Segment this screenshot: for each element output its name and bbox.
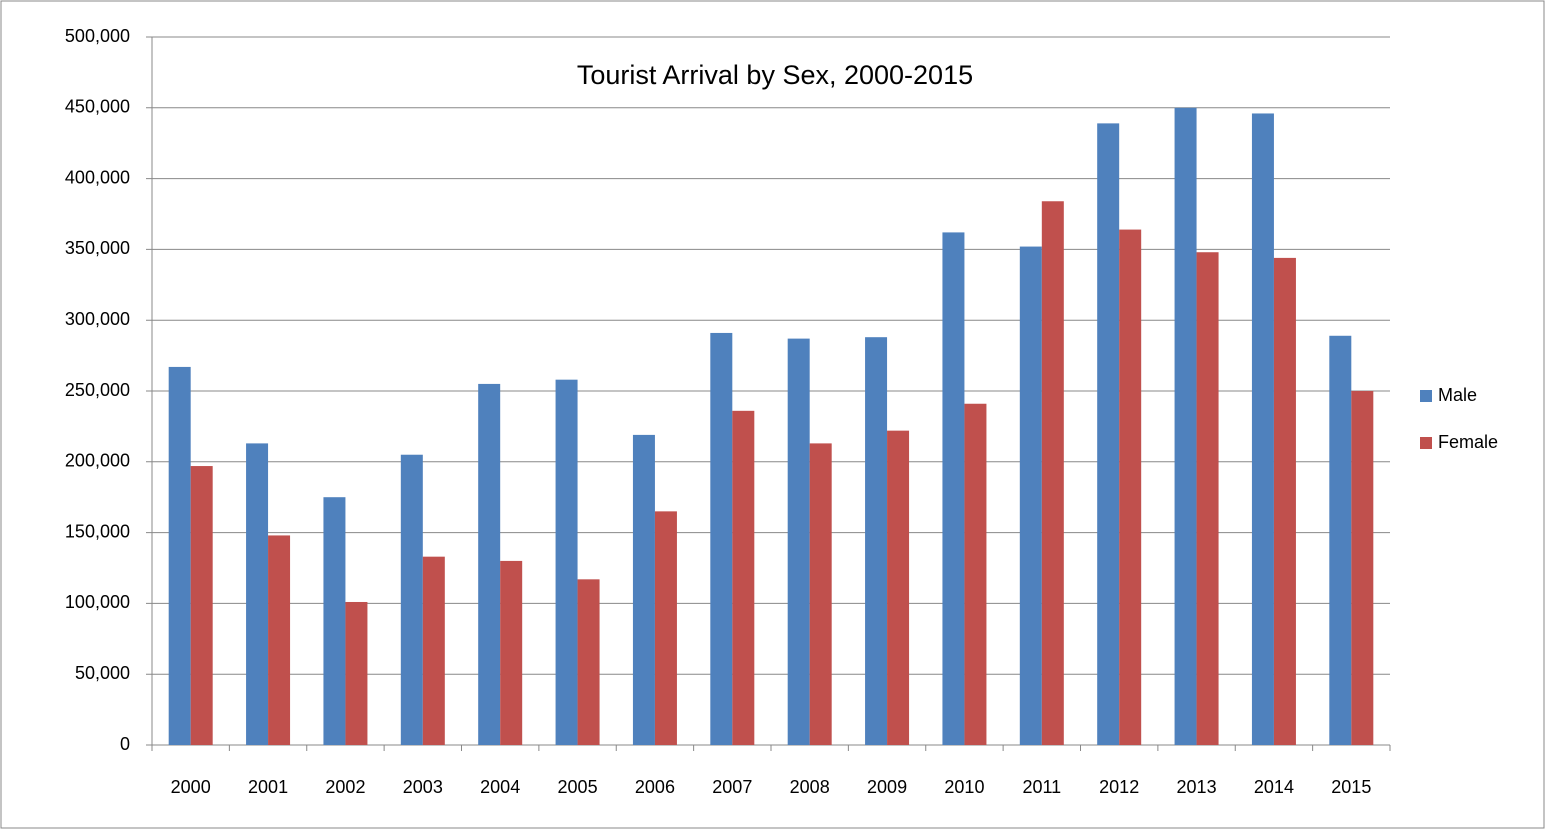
legend-swatch <box>1420 390 1432 402</box>
bar <box>632 434 655 745</box>
x-tick-label: 2013 <box>1177 777 1217 797</box>
x-tick-label: 2011 <box>1022 777 1061 797</box>
y-tick-label: 0 <box>120 734 130 754</box>
x-tick-label: 2005 <box>558 777 598 797</box>
bar <box>1097 123 1120 746</box>
y-tick-label: 50,000 <box>75 663 130 683</box>
bar <box>577 579 600 745</box>
bar <box>1196 252 1219 745</box>
bar <box>942 232 965 745</box>
bar <box>887 430 910 745</box>
bar <box>400 454 423 745</box>
bar <box>422 556 445 745</box>
bar <box>732 410 755 745</box>
bar <box>268 535 291 745</box>
bar <box>964 403 987 745</box>
bar <box>478 383 501 745</box>
bar <box>168 366 191 745</box>
legend-label: Male <box>1438 385 1477 405</box>
x-tick-label: 2014 <box>1254 777 1294 797</box>
y-tick-label: 250,000 <box>65 380 130 400</box>
x-tick-label: 2003 <box>403 777 443 797</box>
y-tick-label: 150,000 <box>65 521 130 541</box>
bar <box>500 560 523 745</box>
x-tick-label: 2009 <box>867 777 907 797</box>
bar <box>555 379 578 745</box>
legend-swatch <box>1420 437 1432 449</box>
y-tick-label: 350,000 <box>65 238 130 258</box>
x-tick-label: 2007 <box>712 777 752 797</box>
x-tick-label: 2010 <box>944 777 984 797</box>
bar <box>1329 335 1352 745</box>
bar <box>1119 229 1142 746</box>
bar <box>654 511 677 745</box>
legend-label: Female <box>1438 432 1498 452</box>
x-tick-label: 2000 <box>171 777 211 797</box>
y-tick-label: 400,000 <box>65 167 130 187</box>
x-tick-label: 2002 <box>325 777 365 797</box>
y-tick-label: 200,000 <box>65 451 130 471</box>
y-tick-label: 450,000 <box>65 97 130 117</box>
bar <box>246 443 269 745</box>
y-tick-label: 100,000 <box>65 592 130 612</box>
x-tick-label: 2015 <box>1331 777 1371 797</box>
bar <box>1041 201 1064 746</box>
x-tick-label: 2004 <box>480 777 520 797</box>
bar <box>1351 391 1374 745</box>
bar <box>1251 113 1274 746</box>
y-tick-label: 500,000 <box>65 26 130 46</box>
x-tick-label: 2001 <box>248 777 288 797</box>
bar <box>809 443 832 745</box>
bar <box>1174 107 1197 746</box>
bar <box>1273 257 1296 745</box>
y-tick-label: 300,000 <box>65 309 130 329</box>
bar <box>190 466 213 745</box>
bar <box>345 601 368 745</box>
bar <box>865 337 888 745</box>
bar <box>710 332 733 745</box>
bar <box>323 497 346 745</box>
x-tick-label: 2012 <box>1099 777 1139 797</box>
bar <box>1019 246 1042 745</box>
x-tick-label: 2006 <box>635 777 675 797</box>
x-tick-label: 2008 <box>790 777 830 797</box>
chart-title: Tourist Arrival by Sex, 2000-2015 <box>577 60 973 90</box>
bar <box>787 338 810 745</box>
